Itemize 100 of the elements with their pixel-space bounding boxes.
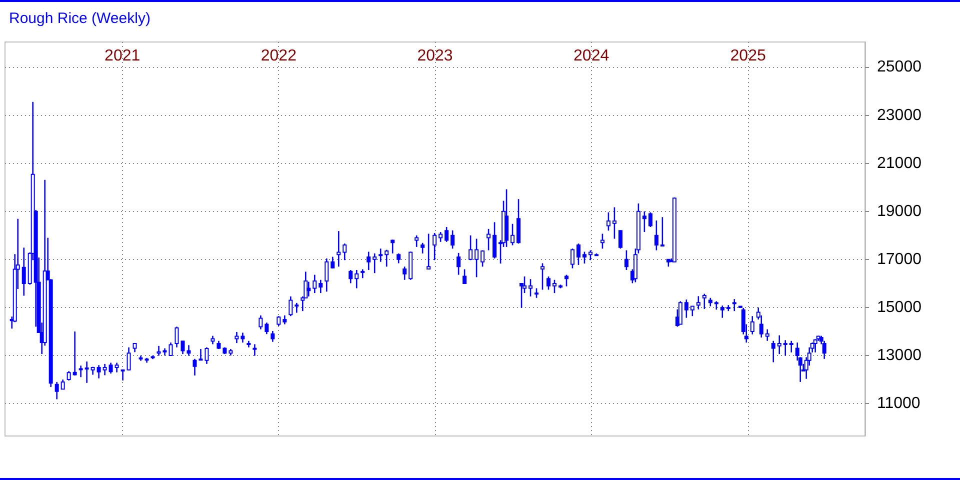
candlestick bbox=[348, 269, 353, 284]
candlestick bbox=[618, 230, 622, 250]
chart-title: Rough Rice (Weekly) bbox=[9, 10, 150, 27]
candlestick bbox=[576, 242, 580, 266]
candlestick bbox=[378, 248, 383, 262]
candlestick bbox=[822, 340, 826, 360]
candlestick bbox=[564, 274, 568, 287]
candlestick bbox=[684, 298, 688, 318]
candlestick bbox=[402, 266, 407, 280]
candlestick bbox=[426, 233, 431, 270]
candlestick bbox=[324, 258, 329, 292]
x-tick-label: 2024 bbox=[574, 48, 610, 64]
candlestick bbox=[414, 234, 419, 248]
candlestick bbox=[192, 358, 197, 376]
candlestick bbox=[174, 326, 179, 348]
candlestick bbox=[783, 339, 788, 356]
candlestick bbox=[600, 233, 604, 250]
candlestick bbox=[270, 330, 275, 342]
candlestick bbox=[180, 340, 185, 355]
candlestick bbox=[552, 279, 556, 294]
candlestick bbox=[462, 268, 467, 285]
candlestick bbox=[66, 370, 71, 382]
candlestick bbox=[750, 315, 754, 336]
candlestick bbox=[22, 247, 26, 296]
x-tick-label: 2021 bbox=[104, 48, 140, 64]
y-tick-label: 17000 bbox=[877, 250, 922, 268]
candlestick bbox=[765, 328, 770, 342]
candlestick bbox=[156, 345, 161, 356]
y-tick-label: 13000 bbox=[877, 347, 922, 364]
candlestick bbox=[204, 346, 209, 365]
candlestick bbox=[240, 332, 245, 344]
candlestick bbox=[642, 210, 646, 233]
candlestick bbox=[720, 304, 724, 318]
candlestick bbox=[510, 223, 515, 246]
candlestick bbox=[468, 234, 473, 261]
candlestick bbox=[198, 348, 203, 361]
candlestick bbox=[84, 360, 89, 384]
candlestick bbox=[288, 296, 293, 317]
candlestick bbox=[612, 206, 616, 240]
candlestick bbox=[252, 344, 257, 356]
candlestick bbox=[678, 300, 682, 325]
y-tick-label: 19000 bbox=[877, 202, 922, 220]
candlestick bbox=[648, 212, 652, 228]
x-tick-label: 2025 bbox=[730, 48, 766, 64]
candlestick bbox=[480, 250, 485, 268]
y-tick-label: 21000 bbox=[877, 154, 922, 172]
x-tick-label: 2023 bbox=[417, 48, 453, 64]
candlestick bbox=[60, 378, 65, 390]
candlestick bbox=[312, 274, 317, 294]
y-tick-label: 11000 bbox=[877, 395, 920, 412]
candlestick bbox=[294, 302, 299, 314]
candlestick bbox=[354, 269, 359, 289]
candlestick bbox=[258, 314, 263, 330]
candlestick bbox=[654, 220, 658, 251]
candlestick bbox=[771, 340, 776, 363]
candlestick bbox=[420, 242, 425, 254]
candlestick bbox=[660, 216, 664, 247]
candlestick bbox=[372, 252, 377, 274]
candlestick bbox=[540, 262, 544, 290]
candlestick bbox=[474, 238, 479, 278]
candlestick bbox=[306, 281, 311, 298]
candlestick bbox=[702, 293, 706, 310]
candlestick bbox=[534, 288, 539, 299]
candlestick bbox=[450, 230, 455, 250]
candlestick bbox=[318, 279, 323, 294]
candlestick bbox=[690, 306, 694, 317]
candlestick bbox=[732, 298, 736, 312]
candlestick bbox=[588, 250, 592, 261]
candlestick bbox=[342, 242, 347, 261]
y-tick-label: 15000 bbox=[877, 298, 922, 316]
candlestick bbox=[114, 362, 119, 373]
candlestick bbox=[126, 346, 131, 372]
candlestick bbox=[96, 364, 101, 379]
candlestick bbox=[276, 315, 281, 327]
candlestick bbox=[789, 340, 794, 354]
candlestick bbox=[432, 232, 437, 261]
candlestick bbox=[582, 251, 586, 264]
candlestick bbox=[366, 251, 371, 271]
candlestick bbox=[492, 222, 497, 260]
candlestick bbox=[813, 338, 818, 354]
candlestick bbox=[546, 276, 550, 290]
y-tick-label: 25000 bbox=[877, 58, 922, 76]
candlestick bbox=[438, 231, 443, 243]
candlestick bbox=[486, 228, 491, 251]
candlestick bbox=[777, 334, 782, 355]
candlestick bbox=[384, 249, 389, 268]
candlestick bbox=[456, 252, 461, 276]
candlestick bbox=[72, 330, 77, 376]
candlestick bbox=[390, 239, 395, 254]
candlestick bbox=[396, 252, 401, 264]
candlestick bbox=[108, 362, 113, 374]
candlestick bbox=[624, 250, 628, 271]
candlestick bbox=[264, 322, 269, 335]
candlestick bbox=[54, 381, 59, 400]
candlestick bbox=[102, 363, 107, 376]
candlestick bbox=[186, 344, 191, 356]
y-tick-label: 23000 bbox=[877, 106, 922, 124]
candlestick bbox=[330, 256, 335, 269]
x-tick-label: 2022 bbox=[260, 48, 297, 64]
candlestick bbox=[444, 226, 449, 243]
